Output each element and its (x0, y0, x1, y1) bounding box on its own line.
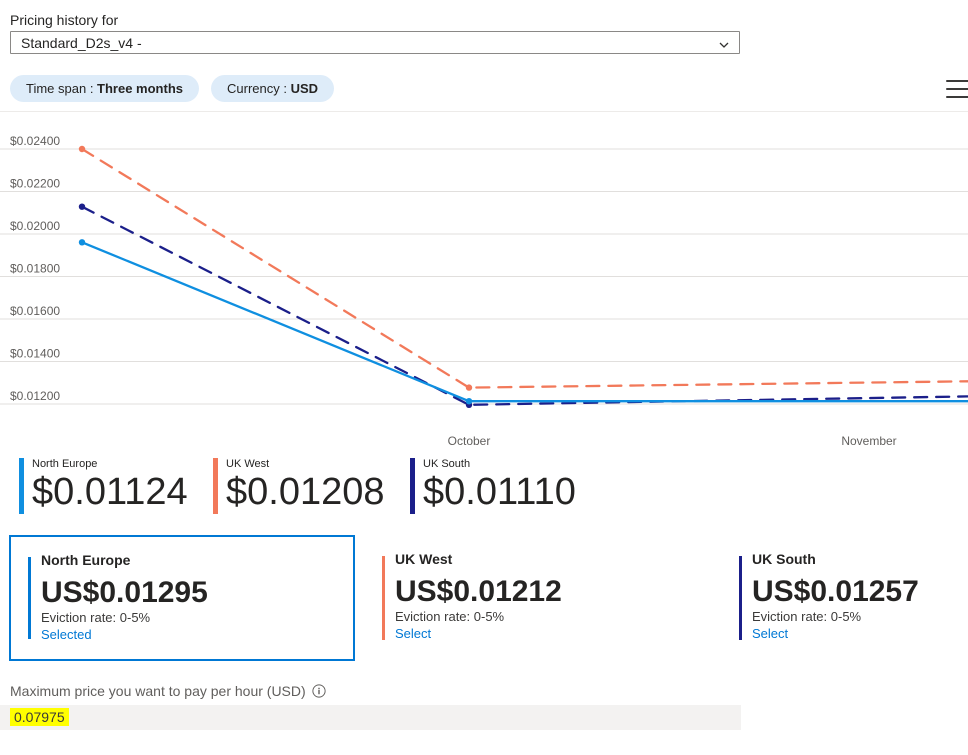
svg-text:$0.01800: $0.01800 (10, 262, 60, 276)
svg-text:$0.01400: $0.01400 (10, 347, 60, 361)
svg-text:$0.01200: $0.01200 (10, 389, 60, 403)
svg-text:$0.01600: $0.01600 (10, 304, 60, 318)
svg-text:October: October (448, 434, 491, 448)
svg-text:$0.02000: $0.02000 (10, 219, 60, 233)
svg-text:$0.02200: $0.02200 (10, 177, 60, 191)
svg-text:$0.02400: $0.02400 (10, 134, 60, 148)
svg-text:November: November (841, 434, 896, 448)
